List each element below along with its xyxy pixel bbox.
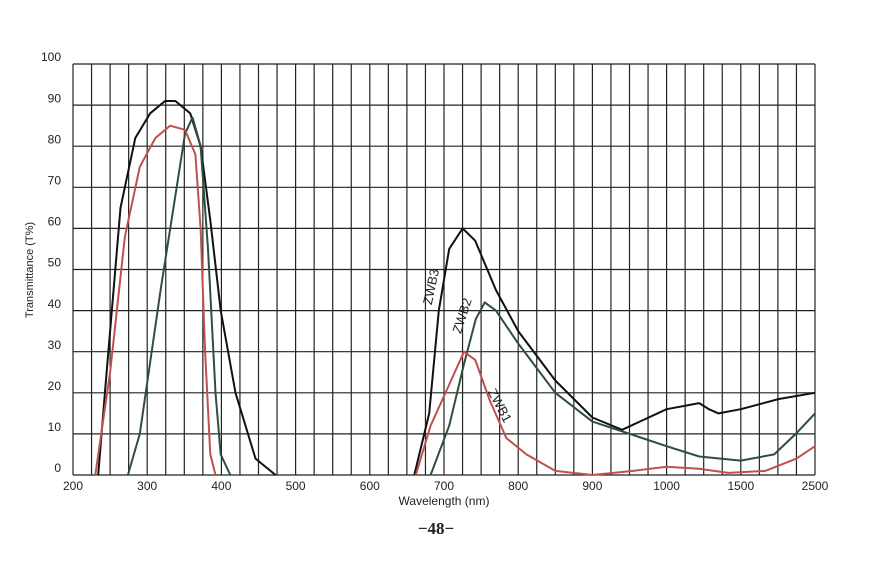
y-tick-label: 50 [48,256,62,270]
y-tick-label: 0 [54,461,61,475]
y-tick-label: 90 [48,91,62,105]
y-tick-label: 10 [48,420,62,434]
y-tick-label: 100 [41,50,61,64]
series-line [97,100,816,476]
y-tick-label: 30 [48,338,62,352]
x-tick-label: 1000 [653,479,680,493]
x-tick-label: 2500 [802,479,829,493]
x-tick-label: 800 [508,479,528,493]
page-number: −48− [418,519,454,538]
y-tick-label: 40 [48,297,62,311]
series-line [94,124,816,476]
y-tick-label: 70 [48,173,62,187]
series-line [126,116,816,476]
x-tick-label: 400 [211,479,231,493]
x-tick-label: 600 [360,479,380,493]
x-tick-label: 200 [63,479,83,493]
x-tick-label: 300 [137,479,157,493]
x-axis-title: Wavelength (nm) [399,494,490,508]
y-tick-label: 20 [48,379,62,393]
x-tick-label: 700 [434,479,454,493]
y-tick-label: 80 [48,132,62,146]
x-tick-label: 500 [286,479,306,493]
x-tick-label: 1500 [727,479,754,493]
y-tick-label: 60 [48,215,62,229]
x-tick-label: 900 [582,479,602,493]
y-axis-title: Transmittance (T%) [24,222,36,318]
curve-label: ZWB3 [420,268,442,306]
